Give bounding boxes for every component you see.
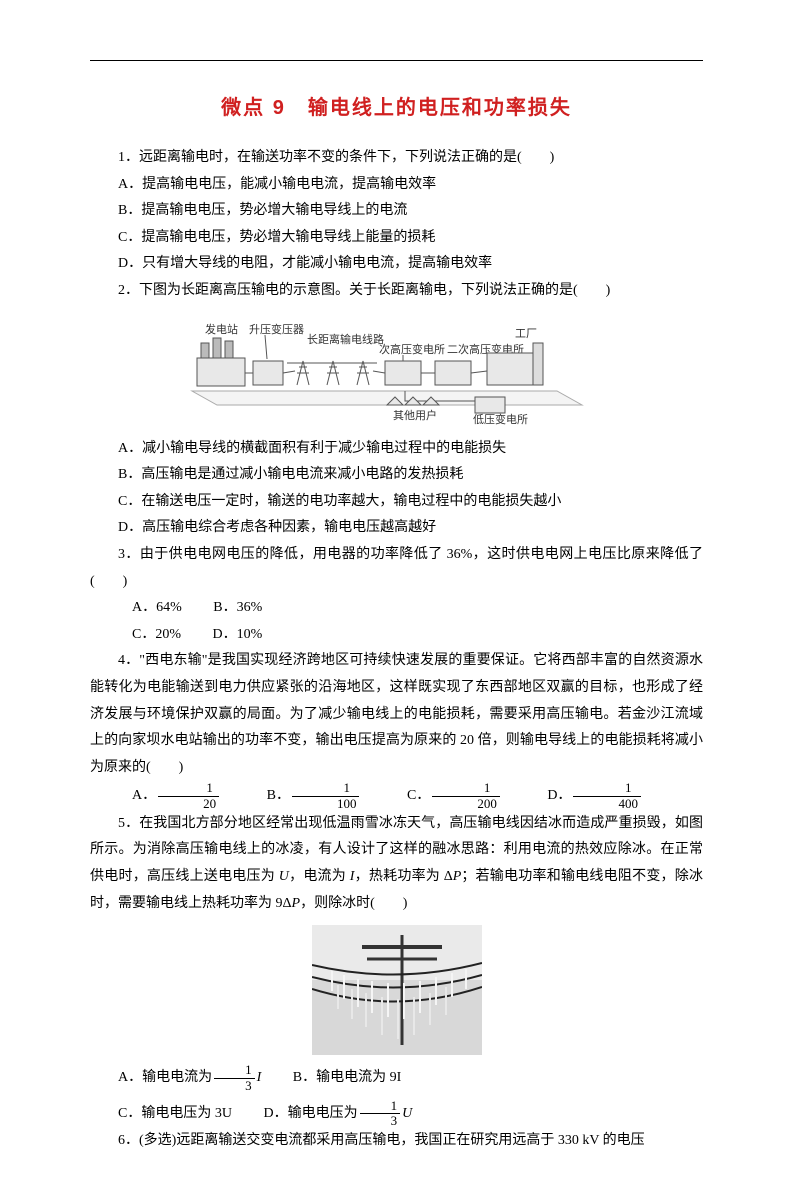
label-factory: 工厂 xyxy=(515,328,537,340)
q5-stem: 5．在我国北方部分地区经常出现低温雨雪冰冻天气，高压输电线因结冰而造成严重损毁，… xyxy=(90,811,703,917)
q4-frac-a: 120 xyxy=(158,781,219,811)
q5-opt-b: B．输电电流为 9I xyxy=(293,1070,402,1085)
q5-frac-d: 13 xyxy=(360,1099,401,1129)
label-stepup: 升压变压器 xyxy=(249,322,304,336)
label-lowsub: 低压变电所 xyxy=(473,412,528,426)
q2-opt-d: D．高压输电综合考虑各种因素，输电电压越高越好 xyxy=(90,515,703,542)
q1-opt-b: B．提高输电电压，势必增大输电导线上的电流 xyxy=(90,198,703,225)
q1-opt-c: C．提高输电电压，势必增大输电导线上能量的损耗 xyxy=(90,225,703,252)
ice-photo xyxy=(312,925,482,1055)
label-plant: 发电站 xyxy=(205,322,238,336)
q4-frac-b: 1100 xyxy=(292,781,360,811)
q1-opt-d: D．只有增大导线的电阻，才能减小输电电流，提高输电效率 xyxy=(90,251,703,278)
q5-opt-a-suf: I xyxy=(257,1070,262,1085)
q4-frac-d: 1400 xyxy=(573,781,641,811)
q2-opt-a: A．减小输电导线的横截面积有利于减少输电过程中的电能损失 xyxy=(90,436,703,463)
q2-opt-b: B．高压输电是通过减小输电电流来减小电路的发热损耗 xyxy=(90,462,703,489)
q5-opt-a-pre: A．输电电流为 xyxy=(118,1070,212,1085)
q5-frac-a: 13 xyxy=(214,1063,255,1093)
q3-opts-row2: C．20% D．10% xyxy=(90,622,703,649)
q3-opt-a: A．64% xyxy=(132,600,182,615)
q4-opts: A．120 B．1100 C．1200 D．1400 xyxy=(90,781,703,811)
q4-opt-b-label: B． xyxy=(267,788,290,803)
q3-opt-b: B．36% xyxy=(213,600,262,615)
label-sub1: 次高压变电所 xyxy=(379,342,445,356)
q3-opt-d: D．10% xyxy=(213,627,263,642)
q4-opt-c-label: C． xyxy=(407,788,430,803)
page-title: 微点 9 输电线上的电压和功率损失 xyxy=(90,89,703,127)
transmission-diagram: 发电站 升压变压器 长距离输电线路 次高压变电所 二次高压变电所 工厂 低压变 xyxy=(187,313,607,428)
q5-opts-row2: C．输电电压为 3U D．输电电压为13U xyxy=(90,1099,703,1129)
label-line: 长距离输电线路 xyxy=(307,332,384,346)
q1-stem: 1．远距离输电时，在输送功率不变的条件下，下列说法正确的是( ) xyxy=(90,145,703,172)
q4-frac-c: 1200 xyxy=(432,781,500,811)
q3-opts-row1: A．64% B．36% xyxy=(90,595,703,622)
q5-opts-row1: A．输电电流为13I B．输电电流为 9I xyxy=(90,1063,703,1093)
label-other: 其他用户 xyxy=(393,408,437,422)
q5-opt-d-pre: D．输电电压为 xyxy=(263,1106,357,1121)
q5-opt-d-suf: U xyxy=(402,1106,412,1121)
q4-opt-a-label: A． xyxy=(132,788,156,803)
q3-opt-c: C．20% xyxy=(132,627,181,642)
q2-stem: 2．下图为长距离高压输电的示意图。关于长距离输电，下列说法正确的是( ) xyxy=(90,278,703,305)
q5-opt-c: C．输电电压为 3U xyxy=(118,1106,232,1121)
q4-stem: 4．"西电东输"是我国实现经济跨地区可持续快速发展的重要保证。它将西部丰富的自然… xyxy=(90,648,703,781)
q2-opt-c: C．在输送电压一定时，输送的电功率越大，输电过程中的电能损失越小 xyxy=(90,489,703,516)
q3-stem: 3．由于供电电网电压的降低，用电器的功率降低了 36%，这时供电电网上电压比原来… xyxy=(90,542,703,595)
q4-opt-d-label: D． xyxy=(547,788,571,803)
q1-opt-a: A．提高输电电压，能减小输电电流，提高输电效率 xyxy=(90,172,703,199)
q6-stem: 6．(多选)远距离输送交变电流都采用高压输电，我国正在研究用远高于 330 kV… xyxy=(90,1128,703,1155)
